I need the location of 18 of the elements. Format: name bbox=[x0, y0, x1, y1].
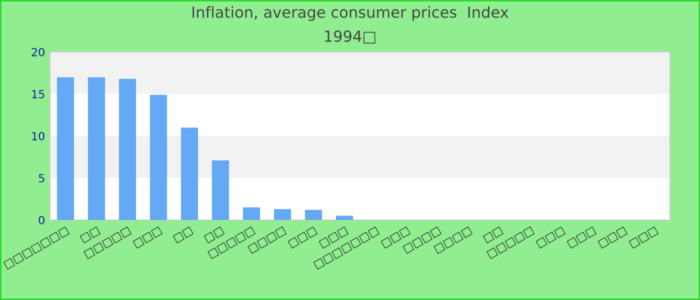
bar bbox=[150, 94, 168, 220]
bar bbox=[56, 77, 74, 220]
bar bbox=[242, 207, 260, 220]
chart-title: Inflation, average consumer prices Index bbox=[192, 6, 508, 21]
y-tick-label: 0 bbox=[38, 216, 44, 224]
y-tick-label: 20 bbox=[32, 48, 44, 56]
x-tick-label: □□ bbox=[172, 226, 194, 244]
bar bbox=[304, 210, 322, 220]
y-tick-label: 10 bbox=[32, 132, 44, 140]
bar bbox=[274, 209, 292, 220]
bar bbox=[180, 128, 198, 220]
chart-subtitle: 1994□ bbox=[325, 30, 376, 44]
bar bbox=[212, 160, 230, 220]
bar bbox=[88, 77, 106, 220]
y-tick-label: 15 bbox=[32, 90, 44, 98]
bar bbox=[336, 216, 354, 220]
bar bbox=[118, 78, 136, 220]
y-tick-label: 5 bbox=[38, 174, 44, 182]
